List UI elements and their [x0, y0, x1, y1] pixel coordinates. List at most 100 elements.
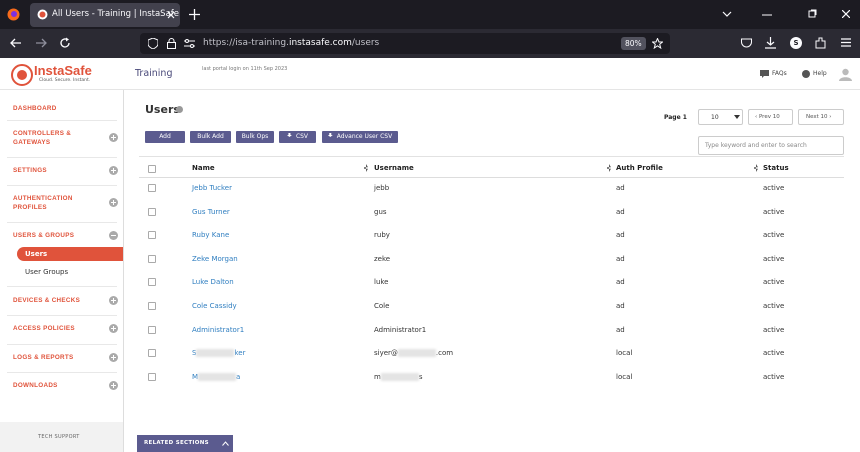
nav-divider — [7, 286, 117, 287]
related-sections-tab[interactable]: RELATED SECTIONS — [137, 435, 233, 452]
column-header[interactable]: Status — [763, 164, 789, 172]
row-checkbox[interactable] — [148, 184, 156, 192]
expand-icon[interactable] — [109, 324, 118, 333]
user-avatar[interactable] — [839, 68, 852, 81]
row-checkbox[interactable] — [148, 278, 156, 287]
maximize[interactable] — [808, 9, 817, 18]
expand-icon[interactable] — [109, 166, 118, 175]
url-path: /users — [351, 38, 380, 48]
sub-nav-item[interactable]: User Groups — [25, 268, 69, 276]
page-size-select[interactable]: 10 — [698, 109, 743, 125]
download-icon — [286, 133, 292, 137]
button-label: Bulk Add — [197, 133, 224, 140]
nav-item[interactable]: CONTROLLERS & GATEWAYS — [13, 130, 72, 146]
sort-icon[interactable] — [364, 164, 368, 172]
expand-icon[interactable] — [109, 296, 118, 305]
button-label: Advance User CSV — [336, 133, 393, 140]
row-checkbox[interactable] — [148, 372, 156, 381]
zoom-level[interactable]: 80% — [621, 37, 646, 50]
text-fragment: m — [374, 372, 381, 381]
reload[interactable] — [59, 37, 71, 49]
row-checkbox[interactable] — [148, 254, 156, 263]
menu[interactable] — [841, 38, 851, 47]
nav-item[interactable]: ACCESS POLICIES — [13, 325, 75, 332]
bookmark[interactable] — [652, 38, 663, 49]
profile-avatar[interactable]: S — [790, 37, 802, 49]
lock — [167, 38, 176, 49]
nav-item[interactable]: DOWNLOADS — [13, 382, 58, 389]
new-tab[interactable] — [189, 9, 200, 20]
action-button[interactable]: Bulk Add — [190, 131, 231, 143]
minimize[interactable] — [762, 14, 772, 16]
tab-list[interactable] — [722, 10, 732, 18]
user-name[interactable]: Luke Dalton — [192, 278, 234, 287]
user-name[interactable]: Jebb Tucker — [192, 184, 232, 192]
user-name[interactable]: Gus Turner — [192, 207, 230, 216]
auth-profile: ad — [616, 254, 625, 263]
icon-bar — [113, 383, 114, 388]
icon-bar — [113, 326, 114, 331]
action-button[interactable]: Advance User CSV — [322, 131, 398, 143]
search-box[interactable]: Type keyword and enter to search — [698, 136, 844, 155]
faqs-link[interactable]: FAQs — [772, 70, 787, 77]
row-checkbox[interactable] — [148, 325, 156, 334]
text-fragment: a — [236, 372, 241, 381]
nav-item[interactable]: USERS & GROUPS — [13, 232, 75, 239]
text-fragment: s — [418, 372, 423, 381]
back[interactable] — [10, 38, 22, 48]
info-icon — [176, 106, 183, 113]
auth-profile: local — [616, 372, 633, 381]
row-checkbox[interactable] — [148, 207, 156, 216]
tab-close[interactable] — [167, 11, 175, 19]
nav-item[interactable]: SETTINGS — [13, 167, 47, 174]
user-name[interactable]: Zeke Morgan — [192, 254, 238, 263]
expand-icon[interactable] — [109, 353, 118, 362]
pocket[interactable] — [741, 38, 752, 48]
nav-item[interactable]: DASHBOARD — [13, 105, 57, 112]
expand-icon[interactable] — [109, 198, 118, 207]
column-header[interactable]: Auth Profile — [616, 164, 663, 172]
collapse-icon[interactable] — [109, 231, 118, 240]
user-name[interactable]: Administrator1 — [192, 325, 245, 334]
row-checkbox[interactable] — [148, 165, 156, 173]
action-button[interactable]: Bulk Ops — [236, 131, 274, 143]
downloads[interactable] — [765, 37, 776, 49]
status: active — [763, 254, 785, 263]
action-button[interactable]: CSV — [279, 131, 316, 143]
row-checkbox[interactable] — [148, 349, 156, 358]
user-name[interactable]: Ruby Kane — [192, 231, 230, 240]
button-label: CSV — [295, 133, 309, 140]
sub-nav-item[interactable]: Users — [25, 250, 48, 258]
active-nav-pill — [17, 247, 123, 261]
column-header[interactable]: Username — [374, 164, 414, 172]
prev-button[interactable]: ‹ Prev 10 — [748, 109, 793, 125]
action-button[interactable]: Add — [145, 131, 185, 143]
row-checkbox[interactable] — [148, 231, 156, 240]
text-fragment: ker — [234, 349, 246, 358]
forward[interactable] — [35, 38, 47, 48]
redacted — [380, 372, 419, 381]
sort-icon[interactable] — [754, 164, 758, 172]
help-link[interactable]: Help — [813, 70, 827, 77]
expand-icon[interactable] — [109, 381, 118, 390]
active-tab[interactable]: All Users - Training | InstaSafe — [30, 3, 180, 27]
nav-item[interactable]: AUTHENTICATION PROFILES — [13, 195, 73, 211]
extensions[interactable] — [815, 37, 826, 49]
user-name[interactable]: Cole Cassidy — [192, 302, 237, 310]
button-label: Bulk Ops — [241, 133, 269, 140]
faq-icon — [760, 70, 769, 78]
close-window[interactable] — [842, 10, 850, 18]
expand-icon[interactable] — [109, 133, 118, 142]
tech-support-bar[interactable]: TECH SUPPORT — [0, 422, 123, 452]
next-button[interactable]: Next 10 › — [798, 109, 844, 125]
row-checkbox[interactable] — [148, 302, 156, 310]
status: active — [763, 302, 785, 310]
nav-item[interactable]: DEVICES & CHECKS — [13, 297, 81, 304]
url-bar[interactable]: https://isa-training.instasafe.com/users… — [140, 33, 670, 54]
column-header[interactable]: Name — [192, 164, 215, 172]
nav-item[interactable]: LOGS & REPORTS — [13, 354, 74, 361]
tab-title: All Users - Training | InstaSafe — [52, 9, 180, 19]
sort-icon[interactable] — [607, 164, 611, 172]
